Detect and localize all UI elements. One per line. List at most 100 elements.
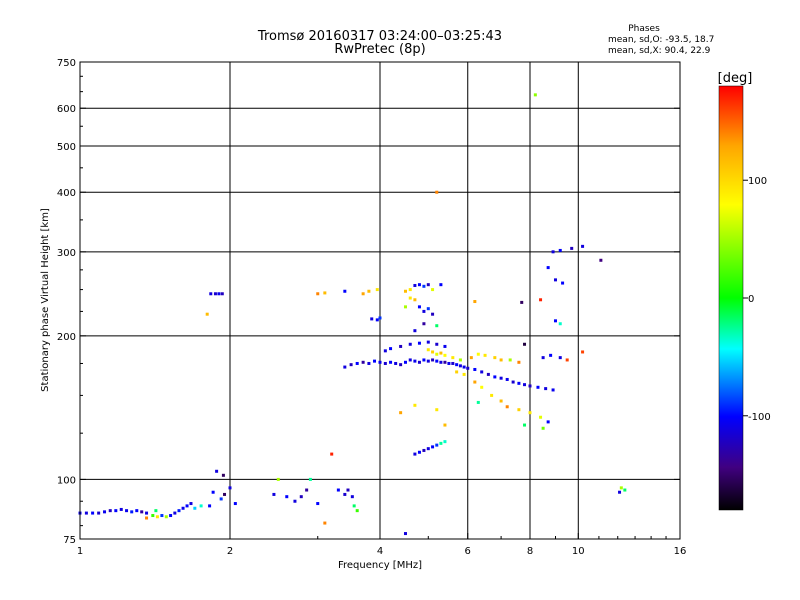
data-point bbox=[422, 358, 426, 362]
data-point bbox=[135, 509, 139, 513]
data-point bbox=[435, 190, 439, 194]
data-point bbox=[211, 490, 215, 494]
data-point bbox=[169, 514, 173, 518]
data-point bbox=[539, 415, 543, 419]
data-point bbox=[476, 400, 480, 404]
x-axis-label: Frequency [MHz] bbox=[338, 560, 422, 571]
data-point bbox=[103, 510, 107, 514]
data-point bbox=[403, 305, 407, 309]
x-axis: 1 2 4 6 8 10 16 bbox=[77, 533, 686, 557]
data-point bbox=[493, 375, 497, 379]
data-point bbox=[160, 514, 164, 518]
data-point bbox=[511, 380, 515, 384]
data-point bbox=[558, 356, 562, 360]
data-point bbox=[443, 440, 447, 444]
data-point bbox=[558, 322, 562, 326]
data-point bbox=[223, 492, 227, 496]
data-point bbox=[208, 504, 212, 508]
colorbar-tick-label: 0 bbox=[748, 294, 754, 305]
data-point bbox=[546, 420, 550, 424]
data-point bbox=[355, 509, 359, 513]
data-point bbox=[551, 250, 555, 254]
data-point bbox=[553, 278, 557, 282]
data-point bbox=[431, 288, 435, 292]
data-point bbox=[145, 511, 149, 515]
data-point bbox=[370, 317, 374, 321]
colorbar-tick-label: 100 bbox=[748, 176, 767, 187]
data-point bbox=[343, 492, 347, 496]
data-point bbox=[417, 305, 421, 309]
data-point bbox=[91, 511, 95, 515]
data-point bbox=[350, 495, 354, 499]
data-point bbox=[431, 358, 435, 362]
data-point bbox=[140, 510, 144, 514]
data-point bbox=[125, 509, 129, 513]
data-point bbox=[130, 510, 134, 514]
data-point bbox=[517, 360, 521, 364]
data-point bbox=[426, 447, 430, 451]
data-point bbox=[375, 318, 379, 322]
data-point bbox=[435, 443, 439, 447]
data-point bbox=[209, 292, 213, 296]
data-point bbox=[549, 353, 553, 357]
chart-title: Tromsø 20160317 03:24:00–03:25:43 bbox=[257, 29, 502, 44]
chart-subtitle: RwPretec (8p) bbox=[334, 42, 425, 57]
data-point bbox=[413, 403, 417, 407]
data-point bbox=[346, 488, 350, 492]
data-point bbox=[417, 341, 421, 345]
data-point bbox=[426, 340, 430, 344]
data-point bbox=[565, 358, 569, 362]
data-point bbox=[151, 514, 155, 518]
data-point bbox=[483, 353, 487, 357]
data-point bbox=[508, 358, 512, 362]
data-point bbox=[551, 388, 555, 392]
data-point bbox=[431, 312, 435, 316]
data-point bbox=[394, 361, 398, 365]
data-point bbox=[375, 288, 379, 292]
data-point bbox=[343, 365, 347, 369]
data-point bbox=[435, 324, 439, 328]
data-point bbox=[447, 361, 451, 365]
data-point bbox=[413, 298, 417, 302]
data-point bbox=[155, 515, 159, 519]
data-point bbox=[466, 366, 470, 370]
data-point bbox=[480, 385, 484, 389]
data-point bbox=[426, 283, 430, 287]
data-point bbox=[499, 399, 503, 403]
stats-heading: Phases bbox=[628, 24, 660, 34]
data-point bbox=[544, 387, 548, 391]
data-point bbox=[539, 298, 543, 302]
data-point bbox=[499, 358, 503, 362]
data-point bbox=[553, 319, 557, 323]
data-point bbox=[276, 477, 280, 481]
data-point bbox=[476, 352, 480, 356]
data-point bbox=[490, 393, 494, 397]
data-point bbox=[408, 296, 412, 300]
data-point bbox=[154, 509, 158, 513]
data-point bbox=[618, 490, 622, 494]
data-point bbox=[523, 383, 527, 387]
data-point bbox=[523, 423, 527, 427]
data-point bbox=[145, 516, 149, 520]
stats-line-o: mean, sd,O: -93.5, 18.7 bbox=[608, 35, 714, 45]
data-point bbox=[443, 353, 447, 357]
data-point bbox=[383, 349, 387, 353]
data-point bbox=[330, 452, 334, 456]
data-point bbox=[455, 370, 459, 374]
data-point bbox=[378, 316, 382, 320]
data-point bbox=[417, 283, 421, 287]
data-point bbox=[546, 266, 550, 270]
data-point bbox=[189, 502, 193, 506]
data-point bbox=[97, 511, 101, 515]
data-point bbox=[305, 488, 309, 492]
data-point bbox=[199, 504, 203, 508]
data-point bbox=[435, 342, 439, 346]
y-tick-label: 500 bbox=[57, 142, 76, 153]
y-axis-label: Stationary phase Virtual Height [km] bbox=[40, 208, 51, 392]
data-point bbox=[164, 515, 168, 519]
data-point bbox=[581, 244, 585, 248]
data-point bbox=[413, 283, 417, 287]
data-point bbox=[541, 426, 545, 430]
x-tick-label: 1 bbox=[77, 546, 83, 557]
data-point bbox=[389, 360, 393, 364]
